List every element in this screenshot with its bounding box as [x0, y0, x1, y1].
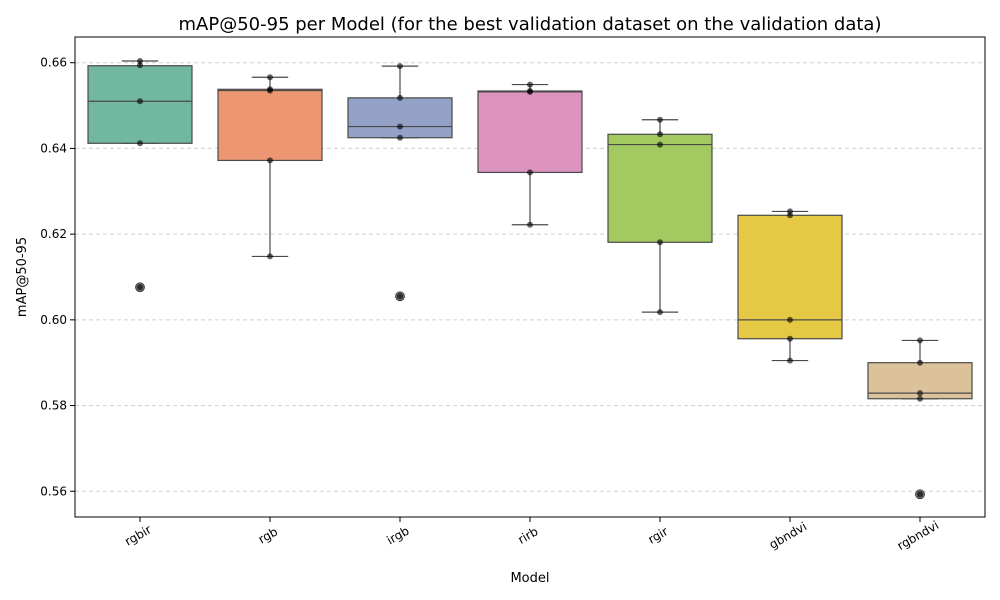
boxes [87, 60, 973, 500]
box-rgbir [87, 60, 193, 293]
data-points [137, 58, 923, 498]
y-tick-label: 0.60 [40, 313, 67, 327]
data-point [527, 81, 533, 88]
box-body [87, 65, 193, 144]
y-tick-label: 0.64 [40, 141, 67, 155]
data-point [137, 284, 143, 291]
x-tick-label: gbndvi [767, 519, 809, 552]
data-point [397, 94, 403, 101]
data-point [267, 253, 273, 260]
data-point [657, 141, 663, 148]
box-rgb [217, 76, 323, 258]
data-point [137, 62, 143, 69]
y-tick-label: 0.58 [40, 399, 67, 413]
data-point [137, 58, 143, 64]
x-axis-ticks: rgbir rgb irgb rirb rgir gbndvi rgbndvi [122, 517, 941, 553]
data-point [657, 116, 663, 123]
box-body [477, 90, 583, 174]
data-point [917, 491, 923, 498]
box-rirb [477, 83, 583, 226]
x-tick-label: irgb [384, 524, 411, 548]
data-point [527, 221, 533, 228]
data-point [917, 359, 923, 366]
box-body [607, 133, 713, 243]
y-axis-label: mAP@50-95 [15, 237, 30, 317]
data-point [397, 134, 403, 141]
data-point [267, 74, 273, 81]
data-point [267, 87, 273, 94]
y-tick-label: 0.62 [40, 227, 67, 241]
x-tick-label: rgb [256, 524, 280, 546]
data-point [917, 337, 923, 344]
data-point [657, 309, 663, 316]
data-point [397, 123, 403, 130]
box-rgbndvi [867, 339, 973, 500]
data-point [397, 63, 403, 70]
data-point [657, 239, 663, 246]
data-point [137, 98, 143, 105]
y-axis-ticks: 0.56 0.58 0.60 0.62 0.64 0.66 [40, 56, 75, 498]
chart-title: mAP@50-95 per Model (for the best valida… [179, 14, 882, 35]
data-point [267, 157, 273, 164]
data-point [527, 88, 533, 95]
data-point [917, 390, 923, 397]
data-point [917, 395, 923, 402]
x-axis-label: Model [510, 571, 549, 586]
data-point [397, 293, 403, 300]
data-point [787, 212, 793, 219]
x-tick-label: rgbir [122, 522, 154, 548]
data-point [787, 335, 793, 342]
data-point [527, 169, 533, 176]
x-tick-label: rirb [515, 524, 540, 547]
box-body [347, 97, 453, 139]
data-point [137, 140, 143, 147]
box-rgir [607, 119, 713, 313]
data-point [787, 316, 793, 323]
x-tick-label: rgbndvi [895, 518, 942, 553]
data-point [787, 357, 793, 364]
box-irgb [347, 65, 453, 302]
x-tick-label: rgir [646, 524, 671, 546]
data-point [657, 131, 663, 138]
box-body [217, 88, 323, 162]
y-tick-label: 0.66 [40, 56, 67, 70]
y-tick-label: 0.56 [40, 484, 67, 498]
